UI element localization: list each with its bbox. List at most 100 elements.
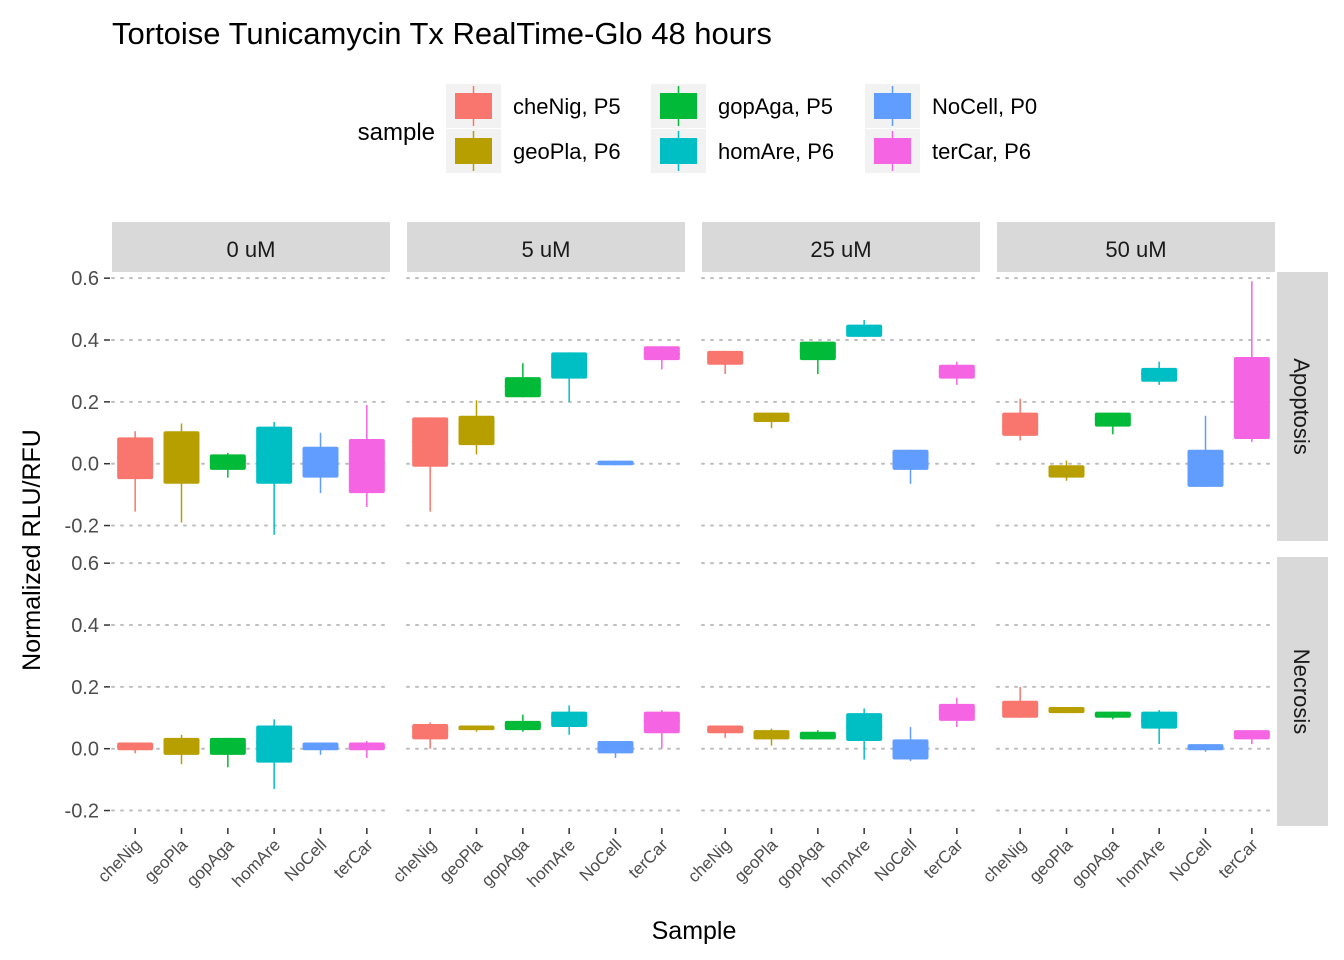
- strip-label: Apoptosis: [1289, 358, 1314, 455]
- box-NoCell: [892, 449, 929, 484]
- panel-background: [112, 557, 390, 826]
- legend-entry: cheNig, P5: [446, 84, 621, 128]
- legend-key-box: [874, 138, 911, 164]
- panel: [701, 557, 981, 826]
- chart-title: Tortoise Tunicamycin Tx RealTime-Glo 48 …: [112, 16, 772, 51]
- box-gopAga: [504, 714, 541, 732]
- plot-panels: [111, 272, 1276, 826]
- x-tick-label: gopAga: [1068, 835, 1123, 890]
- col-strip: 5 uM: [407, 222, 685, 272]
- box-homAre: [1141, 361, 1178, 385]
- box-gopAga: [1094, 711, 1131, 720]
- box-geoPla: [163, 423, 200, 523]
- box: [209, 454, 246, 470]
- legend-label: terCar, P6: [932, 139, 1031, 164]
- x-tick-label: cheNig: [94, 835, 145, 886]
- box-cheNig: [412, 417, 449, 512]
- box: [551, 711, 588, 728]
- legend-title: sample: [358, 119, 435, 146]
- legend-key-box: [874, 93, 911, 119]
- panel: [406, 272, 686, 541]
- box: [1002, 412, 1039, 436]
- y-tick-label: 0.4: [71, 615, 99, 637]
- box-NoCell: [302, 432, 339, 494]
- box-geoPla: [753, 728, 790, 746]
- strip-label: 25 uM: [810, 237, 871, 262]
- row-strip: Apoptosis: [1277, 272, 1328, 541]
- panel: [701, 272, 981, 541]
- box-homAre: [256, 719, 293, 789]
- strip-background: [702, 222, 980, 272]
- x-tick-label: terCar: [330, 835, 377, 882]
- legend-label: cheNig, P5: [513, 94, 621, 119]
- box-terCar: [643, 710, 680, 749]
- x-tick-label: homAre: [228, 835, 284, 891]
- box-gopAga: [799, 341, 836, 375]
- panel: [996, 557, 1276, 826]
- legend-label: homAre, P6: [718, 139, 834, 164]
- strip-background: [1277, 272, 1328, 541]
- x-tick-label: homAre: [523, 835, 579, 891]
- y-tick-label: 0.0: [71, 454, 99, 476]
- strip-label: Necrosis: [1289, 649, 1314, 735]
- x-tick-label: cheNig: [389, 835, 440, 886]
- x-tick-label: NoCell: [1166, 835, 1216, 885]
- strip-background: [1277, 557, 1328, 826]
- y-tick-label: -0.2: [65, 801, 99, 823]
- strip-label: 50 uM: [1105, 237, 1166, 262]
- box-homAre: [256, 421, 293, 535]
- x-tick-label: terCar: [625, 835, 672, 882]
- box-NoCell: [597, 460, 634, 466]
- box: [551, 352, 588, 379]
- panel: [111, 272, 391, 541]
- box-cheNig: [117, 742, 154, 754]
- box-terCar: [348, 740, 385, 758]
- panel-background: [702, 272, 980, 541]
- box-homAre: [551, 352, 588, 402]
- box-cheNig: [117, 431, 154, 512]
- legend-entry: homAre, P6: [651, 129, 834, 173]
- box: [597, 740, 634, 754]
- box-cheNig: [707, 350, 744, 375]
- y-axis-title: Normalized RLU/RFU: [18, 429, 46, 671]
- box-NoCell: [302, 742, 339, 755]
- x-axis-title: Sample: [652, 917, 737, 945]
- box-terCar: [938, 361, 975, 385]
- y-tick-label: 0.6: [71, 268, 99, 290]
- legend-entry: NoCell, P0: [865, 84, 1037, 128]
- legend-label: gopAga, P5: [718, 94, 833, 119]
- x-tick-label: homAre: [1113, 835, 1169, 891]
- x-tick-label: gopAga: [183, 835, 238, 890]
- box-geoPla: [458, 725, 495, 732]
- box-NoCell: [892, 727, 929, 762]
- x-tick-label: gopAga: [478, 835, 533, 890]
- panel: [111, 557, 391, 826]
- facet-strips: 0 uM 5 uM 25 uM 50 uM Apoptosis Necrosis: [112, 222, 1328, 826]
- box-geoPla: [753, 412, 790, 429]
- box-gopAga: [504, 363, 541, 398]
- box-homAre: [846, 319, 883, 337]
- strip-background: [407, 222, 685, 272]
- x-tick-label: NoCell: [576, 835, 626, 885]
- x-tick-label: cheNig: [979, 835, 1030, 886]
- y-tick-label: 0.0: [71, 739, 99, 761]
- x-tick-label: cheNig: [684, 835, 735, 886]
- box-homAre: [551, 705, 588, 735]
- legend: sample cheNig, P5 geoPla, P6 gopAga, P5 hom…: [358, 84, 1037, 173]
- x-tick-label: terCar: [920, 835, 967, 882]
- box-homAre: [846, 708, 883, 760]
- box: [643, 711, 680, 734]
- box-cheNig: [707, 725, 744, 738]
- box-gopAga: [209, 737, 246, 768]
- panel-background: [997, 557, 1275, 826]
- legend-key-box: [660, 93, 697, 119]
- y-tick-label: -0.2: [65, 516, 99, 538]
- y-tick-label: 0.2: [71, 392, 99, 414]
- box: [458, 415, 495, 446]
- panel: [406, 557, 686, 826]
- box-NoCell: [1187, 415, 1224, 487]
- box-geoPla: [1048, 706, 1085, 714]
- box-geoPla: [458, 400, 495, 455]
- box: [412, 723, 449, 740]
